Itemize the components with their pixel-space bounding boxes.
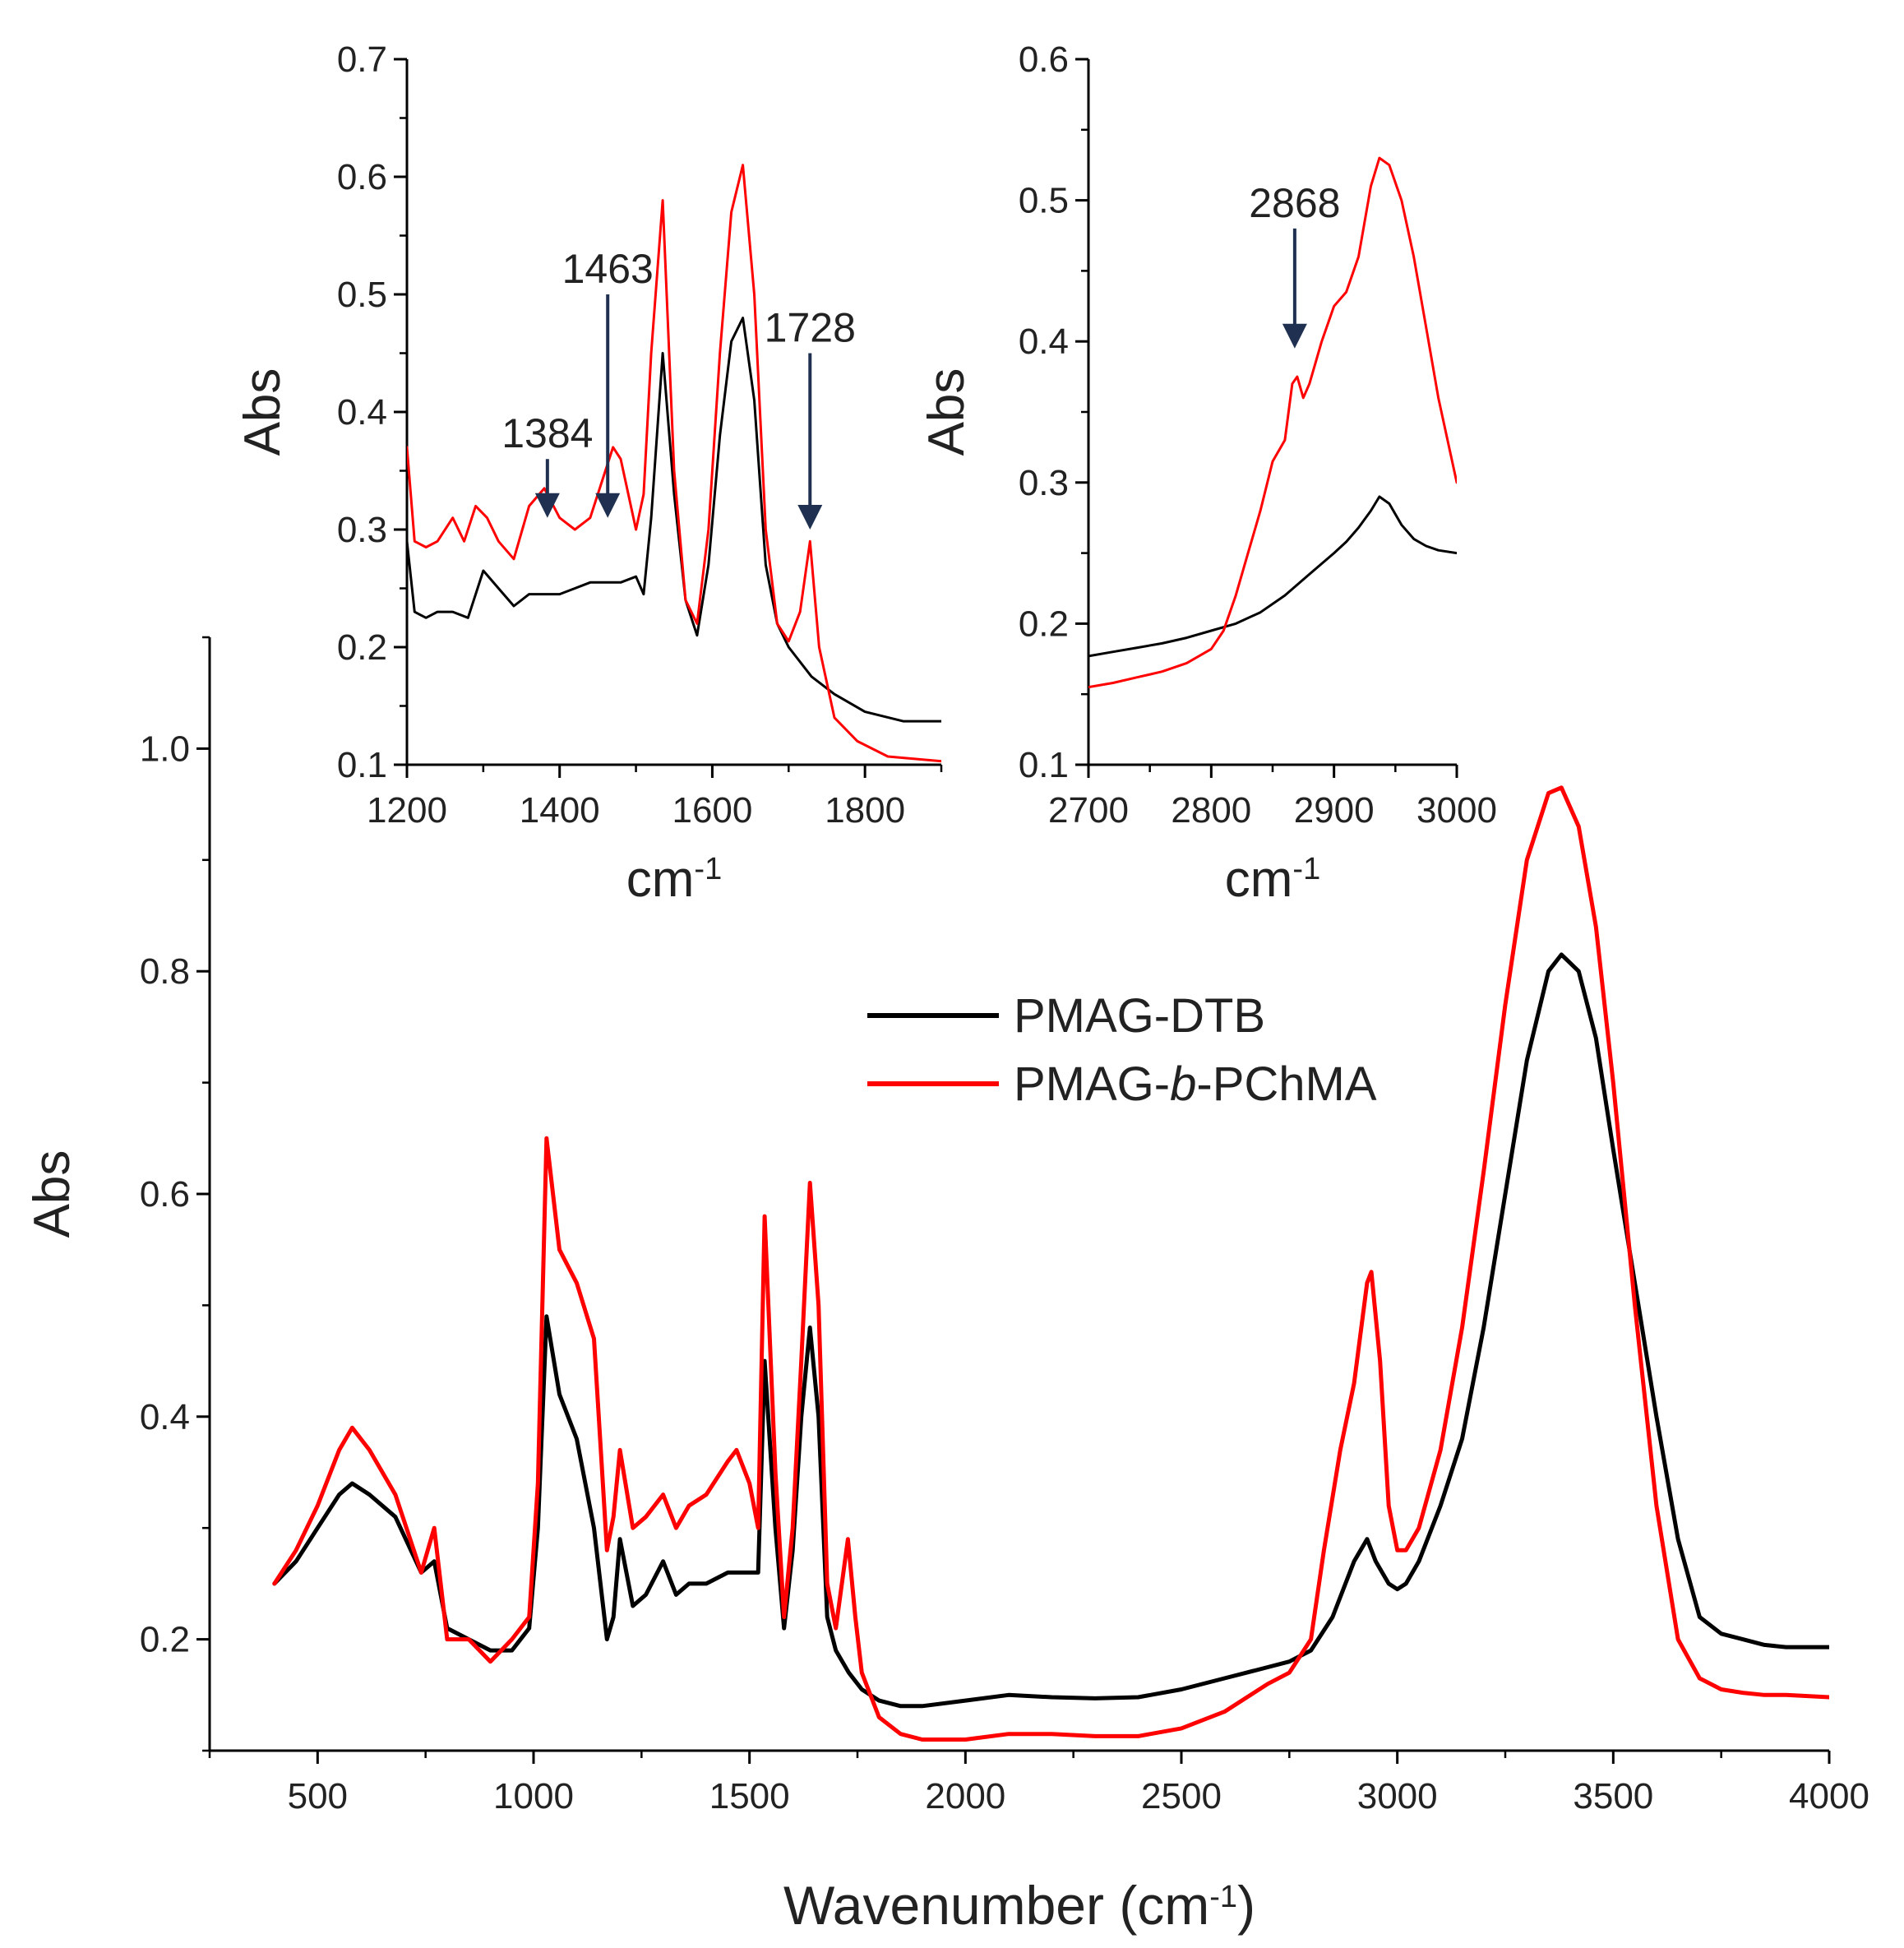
y-tick-label: 0.4 xyxy=(1019,322,1069,362)
x-tick-label: 1000 xyxy=(493,1776,574,1816)
y-tick-label: 0.7 xyxy=(337,39,387,80)
series-group xyxy=(407,164,941,763)
annotation-arrow-head xyxy=(797,505,823,530)
x-axis-label-text: cm xyxy=(626,851,695,908)
y-tick-label: 0.5 xyxy=(337,275,387,315)
x-tick-label: 2800 xyxy=(1171,790,1251,831)
y-tick-label: 0.2 xyxy=(140,1620,190,1660)
annotation-2868: 2868 xyxy=(1249,180,1340,349)
annotation-1463: 1463 xyxy=(562,246,654,518)
x-tick-label: 4000 xyxy=(1789,1776,1869,1816)
series-line-pmag-b-pchma xyxy=(272,785,1829,1742)
legend: PMAG-DTB PMAG-b-PChMA xyxy=(867,989,1377,1111)
x-tick-label: 1400 xyxy=(520,790,600,831)
annotation-1728: 1728 xyxy=(765,305,856,530)
annotation-arrow-head xyxy=(595,493,621,518)
chart-main: 500 1000 1500 2000 2500 3000 3500 4000 0.2 0.4 0.6… xyxy=(24,636,1869,1936)
legend-label-part: PMAG- xyxy=(1014,1057,1170,1111)
annotation-label: 2868 xyxy=(1249,180,1340,226)
legend-label-part: PMAG-DTB xyxy=(1014,989,1265,1043)
x-axis-label-text: Wavenumber (cm xyxy=(783,1875,1209,1936)
y-tick-label: 0.4 xyxy=(337,392,387,433)
x-tick-label: 3000 xyxy=(1357,1776,1438,1816)
x-tick-label: 2500 xyxy=(1141,1776,1222,1816)
x-axis-label: cm-1 xyxy=(626,851,722,908)
chart-inset2: 2700 2800 2900 3000 0.1 0.2 0.3 0.4 0.5 0.6 Abs cm-… xyxy=(918,39,1497,908)
x-tick-label: 1800 xyxy=(825,790,905,831)
annotation-1384: 1384 xyxy=(501,410,593,518)
x-axis-label-sup: -1 xyxy=(1292,852,1320,886)
y-axis-label: Abs xyxy=(24,1150,81,1238)
series-line-pmag-b-pchma xyxy=(1088,156,1457,689)
y-tick-label: 0.8 xyxy=(140,951,190,992)
y-tick-label: 0.6 xyxy=(140,1174,190,1215)
legend-label: PMAG-DTB xyxy=(1014,989,1265,1043)
x-tick-label: 1600 xyxy=(672,790,752,831)
x-axis-label: cm-1 xyxy=(1225,851,1320,908)
y-tick-label: 0.3 xyxy=(1019,463,1069,503)
y-tick-label: 1.0 xyxy=(140,729,190,769)
annotation-label: 1728 xyxy=(765,305,856,351)
x-tick-label: 2700 xyxy=(1048,790,1129,831)
x-axis-label: Wavenumber (cm-1) xyxy=(783,1875,1255,1936)
legend-label: PMAG-b-PChMA xyxy=(1014,1057,1377,1111)
x-tick-label: 500 xyxy=(288,1776,348,1816)
y-axis-label: Abs xyxy=(234,368,291,456)
x-tick-label: 1500 xyxy=(709,1776,790,1816)
y-tick-label: 0.2 xyxy=(337,627,387,668)
y-tick-label: 0.1 xyxy=(337,745,387,785)
y-tick-label: 0.4 xyxy=(140,1397,190,1437)
y-tick-label: 0.6 xyxy=(1019,39,1069,80)
x-tick-label: 3500 xyxy=(1573,1776,1653,1816)
annotation-label: 1463 xyxy=(562,246,654,292)
y-axis-label: Abs xyxy=(918,368,975,456)
x-tick-label: 1200 xyxy=(367,790,447,831)
series-line-pmag-dtb xyxy=(1088,495,1457,658)
y-tick-label: 0.5 xyxy=(1019,181,1069,221)
x-axis-label-text: cm xyxy=(1225,851,1293,908)
y-tick-label: 0.2 xyxy=(1019,604,1069,644)
series-line-pmag-b-pchma xyxy=(407,164,941,763)
annotation-arrow-head xyxy=(1282,323,1307,349)
annotation-label: 1384 xyxy=(501,410,593,456)
x-axis-label-sup: -1 xyxy=(694,852,722,886)
x-axis-label-sup: -1 xyxy=(1209,1880,1237,1914)
legend-label-part: -PChMA xyxy=(1196,1057,1376,1111)
annotation-arrow-head xyxy=(534,493,560,518)
series-group xyxy=(272,785,1829,1742)
y-tick-label: 0.6 xyxy=(337,157,387,197)
legend-label-part: b xyxy=(1170,1057,1196,1111)
chart-inset1: 1200 1400 1600 1800 0.1 0.2 0.3 0.4 0.5 0.6 0.7 Abs… xyxy=(234,39,943,908)
y-tick-label: 0.3 xyxy=(337,510,387,550)
x-tick-label: 2000 xyxy=(925,1776,1005,1816)
series-group xyxy=(1088,156,1457,689)
y-tick-label: 0.1 xyxy=(1019,745,1069,785)
x-axis-label-close: ) xyxy=(1237,1875,1255,1936)
x-tick-label: 3000 xyxy=(1416,790,1497,831)
x-tick-label: 2900 xyxy=(1294,790,1375,831)
